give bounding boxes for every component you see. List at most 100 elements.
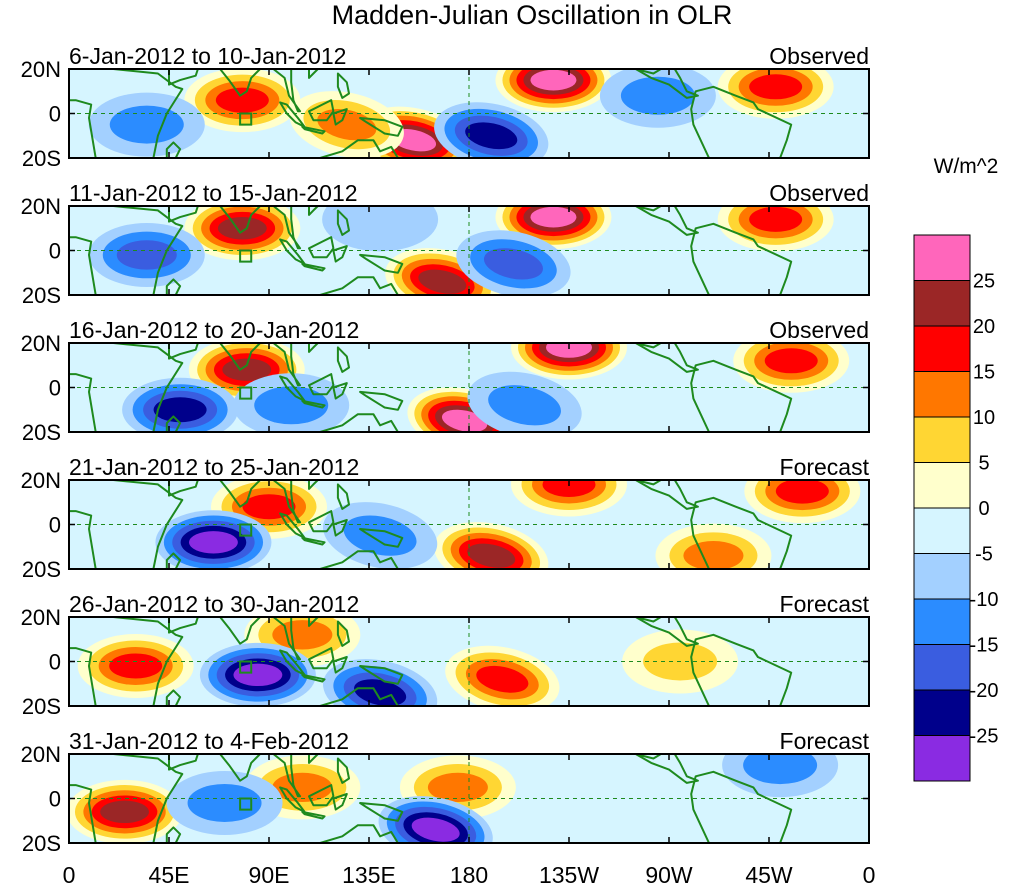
- coastline: [336, 209, 350, 236]
- coastline: [359, 528, 404, 548]
- coastline: [168, 343, 199, 360]
- coastline: [336, 72, 350, 99]
- coastline: [272, 206, 302, 250]
- coastline: [634, 206, 699, 236]
- coastline: [308, 69, 319, 79]
- coastline: [690, 85, 793, 158]
- anomaly-contour-1: [100, 800, 149, 824]
- coastline: [308, 754, 319, 764]
- anomaly-contour-8: [620, 76, 695, 115]
- x-axis: 0 45E 90E 135E 180 135W 90W 45W 0: [63, 862, 876, 888]
- anomaly-field: [122, 343, 850, 432]
- coastline: [308, 784, 335, 807]
- x-tick-label: 90W: [645, 862, 693, 887]
- anomaly-contour-6: [465, 122, 518, 150]
- coastline: [69, 69, 184, 158]
- y-tick-label: 20S: [22, 146, 61, 171]
- y-tick-label: 20N: [21, 605, 61, 630]
- x-tick-label: 90E: [249, 862, 290, 887]
- coastline: [359, 665, 404, 685]
- legend-label: -5: [975, 544, 993, 566]
- coastline: [336, 757, 350, 784]
- legend-label: 5: [978, 453, 989, 475]
- x-tick-label: 45E: [149, 862, 190, 887]
- coastline: [308, 343, 319, 353]
- coastline: [308, 206, 319, 216]
- legend-swatch: [913, 234, 971, 281]
- anomaly-contour-2: [272, 620, 333, 650]
- legend-label: 15: [973, 362, 995, 384]
- legend-label: -20: [970, 680, 999, 702]
- coastline: [301, 125, 326, 135]
- anomaly-contour-4: [233, 663, 283, 687]
- coastline: [359, 117, 404, 137]
- anomaly-contour-3: [546, 343, 592, 358]
- anomaly-contour-7: [109, 105, 184, 144]
- coastline: [332, 656, 348, 674]
- legend-swatch: [913, 462, 971, 509]
- x-tick-label: 0: [863, 862, 876, 887]
- y-tick-label: 20S: [22, 420, 61, 445]
- panel-date-range: 11-Jan-2012 to 15-Jan-2012: [69, 180, 358, 206]
- coastline: [336, 620, 350, 647]
- legend-label: -15: [970, 635, 999, 657]
- legend-swatch: [913, 371, 971, 418]
- coastline: [219, 617, 262, 645]
- coastline: [319, 276, 399, 295]
- coastline: [319, 687, 399, 706]
- x-tick-label: 135W: [539, 862, 599, 887]
- panel-status: Forecast: [780, 454, 870, 480]
- panel-2: 20N 0 20S 11-Jan-2012 to 15-Jan-2012 Observe…: [21, 180, 870, 308]
- legend-label: 20: [973, 316, 995, 338]
- coastline: [272, 69, 302, 113]
- y-tick-label: 0: [49, 102, 61, 127]
- coastline: [634, 343, 699, 373]
- map-overlay: [69, 617, 869, 706]
- anomaly-contour-5: [749, 74, 803, 100]
- anomaly-contour-3: [476, 665, 529, 693]
- panel-1: 20N 0 20S 6-Jan-2012 to 10-Jan-2012 Observed: [21, 43, 870, 171]
- panel-5: 20N 0 20S 26-Jan-2012 to 30-Jan-2012 Forecas…: [21, 591, 870, 719]
- coastline: [332, 245, 348, 263]
- coastline: [332, 382, 348, 400]
- legend-swatch: [913, 325, 971, 372]
- legend-label: 0: [978, 498, 989, 520]
- anomaly-contour-6: [483, 248, 543, 280]
- y-tick-label: 20N: [21, 742, 61, 767]
- coastline: [308, 647, 335, 670]
- anomaly-contour-5: [189, 531, 238, 554]
- anomaly-contour-2: [418, 269, 467, 294]
- coastline: [168, 206, 199, 223]
- coastline: [219, 754, 262, 782]
- coastline: [319, 139, 399, 158]
- coastline: [301, 399, 326, 409]
- coastline: [690, 359, 793, 432]
- legend-swatch: [913, 689, 971, 736]
- coastline: [319, 550, 399, 569]
- map-overlay: [69, 754, 869, 843]
- anomaly-contour-1: [222, 358, 272, 381]
- coastline: [332, 519, 348, 537]
- coastline: [301, 536, 326, 546]
- coastline: [308, 480, 319, 490]
- legend-swatch: [913, 553, 971, 600]
- panel-3: 20N 0 20S 16-Jan-2012 to 20-Jan-2012 Observe…: [21, 317, 870, 445]
- y-tick-label: 20N: [21, 57, 61, 82]
- coastline: [165, 689, 182, 706]
- panel-date-range: 6-Jan-2012 to 10-Jan-2012: [69, 43, 346, 69]
- legend-label: 25: [973, 271, 995, 293]
- coastline: [336, 483, 350, 510]
- map-overlay: [69, 206, 869, 295]
- legend-swatch: [913, 280, 971, 327]
- panel-date-range: 26-Jan-2012 to 30-Jan-2012: [69, 591, 359, 617]
- coastline: [308, 510, 335, 533]
- x-tick-label: 45W: [745, 862, 793, 887]
- legend-label: -25: [970, 726, 999, 748]
- anomaly-contour-4: [775, 480, 829, 504]
- coastline: [272, 617, 302, 661]
- anomaly-field: [88, 206, 834, 295]
- coastline: [308, 617, 319, 627]
- coastline: [219, 480, 262, 508]
- y-tick-label: 0: [49, 376, 61, 401]
